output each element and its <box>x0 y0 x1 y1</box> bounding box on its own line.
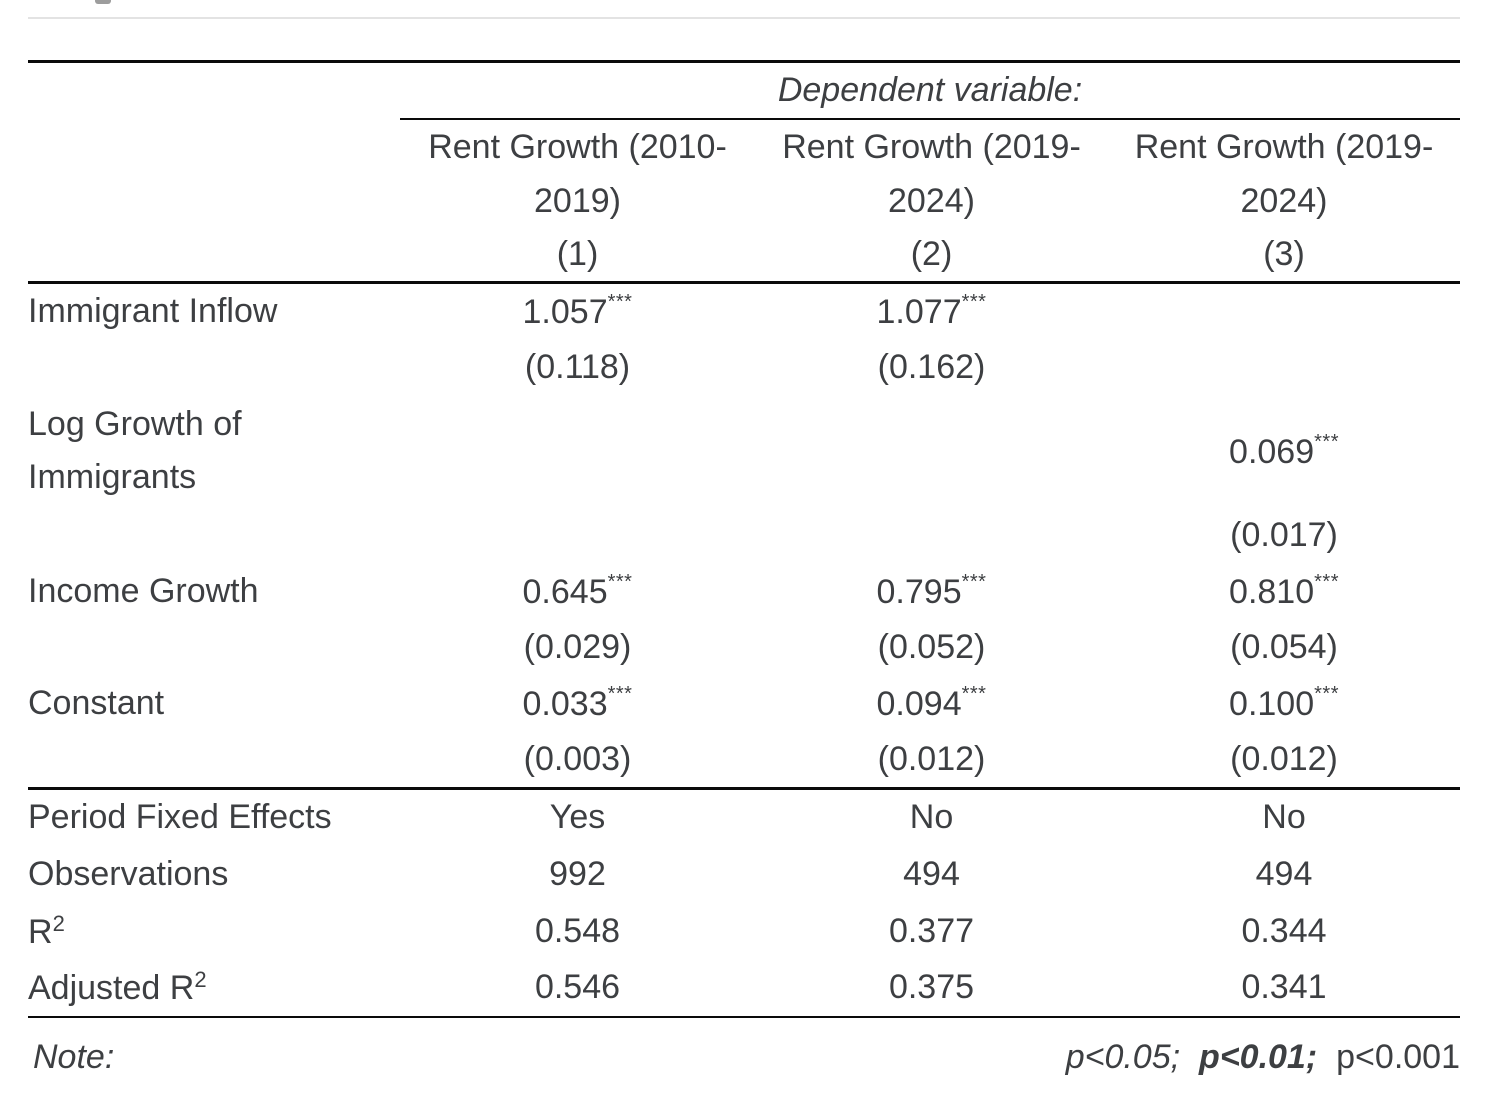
stat-value-cell: 0.546 <box>400 959 755 1018</box>
coef-cell: 1.077*** <box>876 291 987 332</box>
significance-stars: *** <box>961 682 987 705</box>
column-header-2: Rent Growth (2019- 2024) <box>782 127 1081 220</box>
coef-row-log-growth-immigrants: Log Growth of Immigrants 0.069*** <box>28 395 1460 508</box>
row-label: Constant <box>28 683 165 722</box>
stat-row-observations: Observations 992 494 494 <box>28 846 1460 903</box>
se-cell: (0.118) <box>524 347 631 386</box>
se-row-constant: (0.003) (0.012) (0.012) <box>28 732 1460 789</box>
coef-cell: 0.094*** <box>876 682 987 723</box>
column-number-1: (1) <box>400 227 755 284</box>
stat-value-cell: 0.377 <box>888 911 975 950</box>
se-row-income-growth: (0.029) (0.052) (0.054) <box>28 620 1460 675</box>
row-label: Income Growth <box>28 571 259 610</box>
empty-stub-cell <box>28 508 400 563</box>
stat-value-cell: No <box>1108 787 1461 846</box>
se-cell: (0.029) <box>523 627 632 666</box>
empty-stub-cell <box>28 62 400 119</box>
significance-stars: *** <box>607 570 633 593</box>
row-label: Immigrant Inflow <box>28 292 278 331</box>
stat-value-cell: No <box>755 787 1108 846</box>
column-number-2: (2) <box>755 227 1108 284</box>
coef-cell: 0.810*** <box>1229 570 1339 611</box>
superscript-2: 2 <box>194 967 207 992</box>
sig-level-p05: p<0.05; <box>1065 1037 1181 1076</box>
column-numbers-row: (1) (2) (3) <box>28 227 1461 284</box>
column-header-1: Rent Growth (2010- 2019) <box>428 127 727 220</box>
significance-stars: *** <box>961 291 987 314</box>
empty-cell <box>400 508 755 563</box>
se-cell: (0.003) <box>523 739 632 778</box>
se-cell: (0.012) <box>1230 739 1338 778</box>
stat-value-cell: 0.375 <box>755 959 1108 1018</box>
significance-stars: *** <box>961 570 987 593</box>
empty-cell <box>1108 283 1460 340</box>
significance-legend: p<0.05; p<0.01; p<0.001 <box>1066 1038 1460 1077</box>
significance-stars: *** <box>1314 430 1339 453</box>
cropped-text-fragment <box>95 0 111 4</box>
row-label: Log Growth of Immigrants <box>28 405 242 496</box>
dependent-variable-heading: Dependent variable: <box>400 61 1461 120</box>
significance-stars: *** <box>607 682 633 705</box>
empty-stub-cell <box>28 620 400 675</box>
se-row-log-growth-immigrants: (0.017) <box>28 508 1460 563</box>
empty-stub-cell <box>28 732 400 789</box>
stat-value-cell: 0.344 <box>1241 911 1327 950</box>
column-titles-row: Rent Growth (2010- 2019) Rent Growth (20… <box>28 119 1460 228</box>
empty-stub-cell <box>28 227 400 284</box>
stat-value-cell: 0.548 <box>534 911 621 950</box>
dependent-variable-row: Dependent variable: <box>28 61 1461 120</box>
empty-cell <box>755 508 1108 563</box>
row-label: R2 <box>28 910 65 951</box>
stat-value-cell: 494 <box>1255 854 1313 893</box>
regression-table: Dependent variable: Rent Growth (2010- 2… <box>28 60 1461 1018</box>
column-header-3: Rent Growth (2019- 2024) <box>1134 127 1434 220</box>
superscript-2: 2 <box>52 910 65 936</box>
empty-stub-cell <box>28 340 400 395</box>
se-cell: (0.162) <box>877 347 986 386</box>
column-number-3: (3) <box>1108 227 1461 284</box>
stat-value-cell: Yes <box>400 787 755 846</box>
coef-cell: 1.057*** <box>522 291 633 332</box>
stat-value-cell: 494 <box>903 854 960 893</box>
se-cell: (0.017) <box>1230 515 1338 554</box>
sig-level-p001: p<0.001 <box>1336 1037 1460 1076</box>
row-label: Period Fixed Effects <box>28 787 400 846</box>
empty-cell <box>755 395 1108 508</box>
stat-row-r-squared: R2 0.548 0.377 0.344 <box>28 903 1460 960</box>
sig-level-p01: p<0.01; <box>1199 1037 1318 1076</box>
se-cell: (0.012) <box>877 739 986 778</box>
se-row-immigrant-inflow: (0.118) (0.162) <box>28 340 1460 395</box>
coef-row-constant: Constant 0.033*** 0.094*** 0.100*** <box>28 675 1460 732</box>
coef-cell: 0.100*** <box>1229 682 1339 723</box>
note-row: Note: p<0.05; p<0.01; p<0.001 <box>28 1028 1460 1086</box>
stat-row-adjusted-r-squared: Adjusted R2 0.546 0.375 0.341 <box>28 959 1461 1018</box>
coef-cell: 0.645*** <box>522 570 633 611</box>
note-label: Note: <box>33 1037 115 1076</box>
empty-stub-cell <box>28 119 400 228</box>
significance-stars: *** <box>1314 682 1339 705</box>
row-label: Observations <box>28 854 229 893</box>
coef-cell: 0.795*** <box>876 570 987 611</box>
significance-stars: *** <box>607 291 633 314</box>
coef-cell: 0.069*** <box>1229 430 1339 471</box>
se-cell: (0.052) <box>877 627 986 666</box>
top-divider-rule <box>28 17 1460 19</box>
coef-cell: 0.033*** <box>522 682 633 723</box>
coef-row-immigrant-inflow: Immigrant Inflow 1.057*** 1.077*** <box>28 283 1460 340</box>
stat-value-cell: 0.341 <box>1108 959 1461 1018</box>
empty-cell <box>400 395 755 508</box>
significance-stars: *** <box>1314 570 1339 593</box>
stat-value-cell: 992 <box>549 854 606 893</box>
stat-row-period-fixed-effects: Period Fixed Effects Yes No No <box>28 787 1461 846</box>
coef-row-income-growth: Income Growth 0.645*** 0.795*** 0.810*** <box>28 563 1460 620</box>
se-cell: (0.054) <box>1230 627 1338 666</box>
row-label: Adjusted R2 <box>28 959 400 1018</box>
empty-cell <box>1108 340 1460 395</box>
